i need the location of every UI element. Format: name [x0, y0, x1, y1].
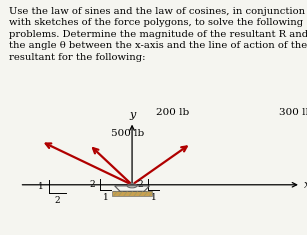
Text: 1: 1: [38, 182, 44, 192]
Text: 200 lb: 200 lb: [156, 109, 189, 118]
Text: 2: 2: [89, 180, 95, 189]
Text: 1: 1: [103, 193, 108, 202]
Text: x: x: [304, 180, 307, 190]
Text: 500 lb: 500 lb: [111, 129, 144, 138]
Text: Use the law of sines and the law of cosines, in conjunction
with sketches of the: Use the law of sines and the law of cosi…: [9, 7, 307, 62]
Bar: [112, 191, 152, 196]
Text: 1: 1: [151, 193, 157, 202]
Text: 2: 2: [138, 180, 143, 189]
Text: 2: 2: [55, 196, 60, 205]
Text: 300 lb: 300 lb: [279, 109, 307, 118]
Text: y: y: [129, 110, 135, 120]
